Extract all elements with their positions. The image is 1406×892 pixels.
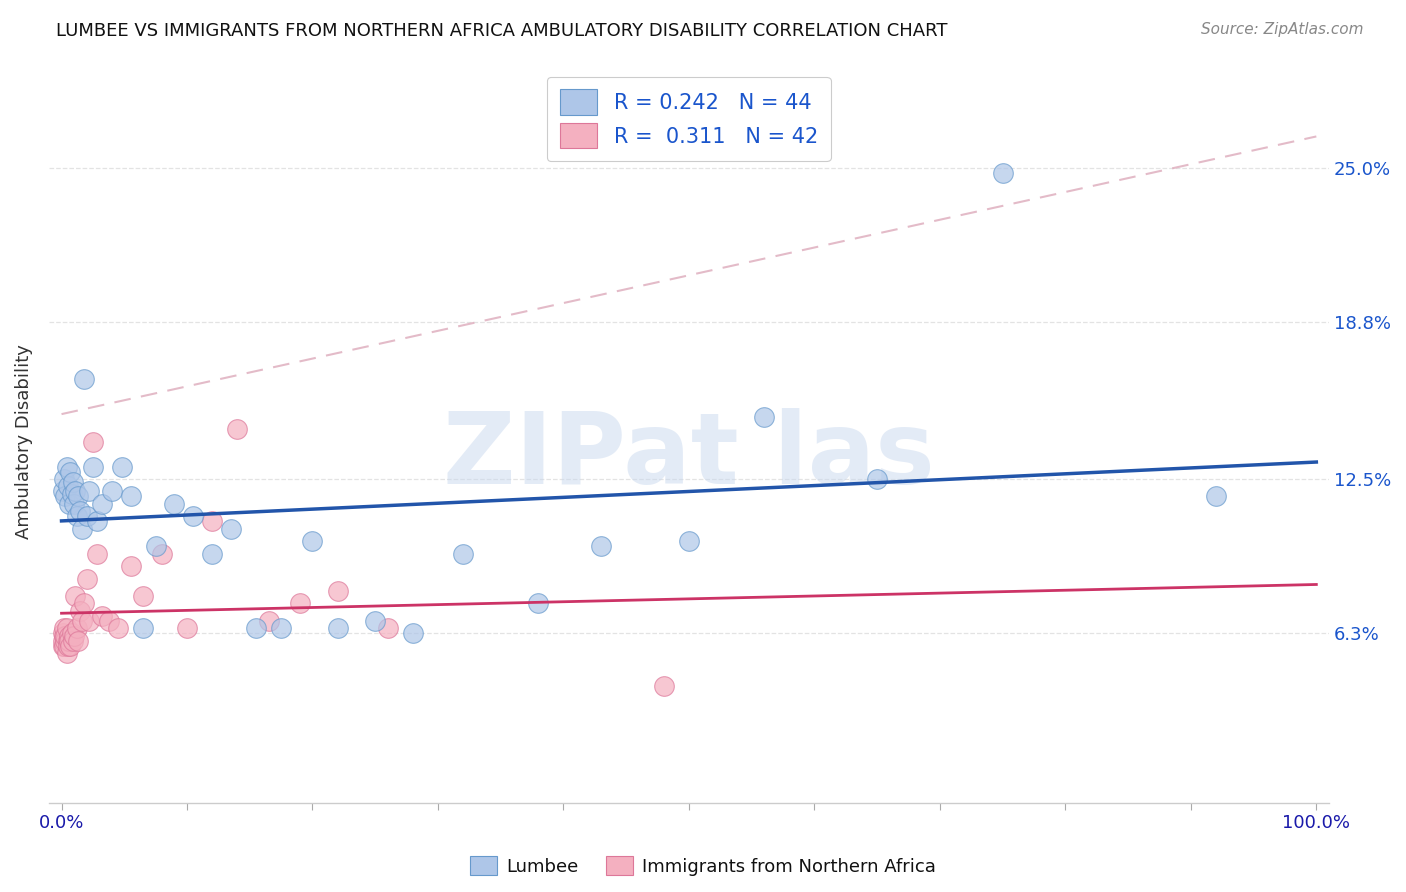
Point: [53, 629, 76, 643]
Point: [402, 626, 425, 640]
Point: [270, 621, 292, 635]
Point: [73, 372, 96, 386]
Point: [69, 604, 91, 618]
Point: [55, 459, 77, 474]
Point: [66, 633, 89, 648]
Point: [55, 621, 77, 635]
Point: [82, 434, 104, 449]
Point: [451, 547, 474, 561]
Point: [245, 621, 267, 635]
Point: [73, 597, 96, 611]
Point: [90, 608, 112, 623]
Point: [52, 626, 75, 640]
Point: [288, 597, 311, 611]
Point: [111, 459, 134, 474]
Point: [132, 589, 155, 603]
Point: [219, 522, 242, 536]
Point: [301, 534, 323, 549]
Text: ZIPat las: ZIPat las: [443, 408, 935, 505]
Point: [132, 621, 155, 635]
Point: [120, 559, 142, 574]
Point: [69, 504, 91, 518]
Point: [201, 547, 224, 561]
Point: [55, 646, 77, 660]
Point: [60, 487, 83, 501]
Point: [62, 633, 84, 648]
Point: [60, 626, 83, 640]
Point: [53, 639, 76, 653]
Point: [377, 621, 399, 635]
Point: [53, 629, 76, 643]
Legend: Lumbee, Immigrants from Northern Africa: Lumbee, Immigrants from Northern Africa: [463, 849, 943, 883]
Point: [58, 629, 80, 643]
Point: [65, 509, 87, 524]
Point: [56, 479, 79, 493]
Point: [52, 639, 75, 653]
Point: [53, 472, 76, 486]
Point: [90, 497, 112, 511]
Point: [150, 547, 173, 561]
Point: [63, 497, 86, 511]
Point: [120, 490, 142, 504]
Point: [226, 422, 249, 436]
Point: [176, 621, 198, 635]
Point: [56, 639, 79, 653]
Point: [52, 484, 75, 499]
Point: [53, 490, 76, 504]
Y-axis label: Ambulatory Disability: Ambulatory Disability: [15, 344, 32, 539]
Point: [59, 639, 82, 653]
Point: [754, 409, 776, 424]
Point: [107, 621, 129, 635]
Point: [63, 629, 86, 643]
Point: [163, 497, 186, 511]
Point: [82, 459, 104, 474]
Legend: R = 0.242   N = 44, R =  0.311   N = 42: R = 0.242 N = 44, R = 0.311 N = 42: [547, 77, 831, 161]
Point: [866, 472, 889, 486]
Point: [98, 614, 121, 628]
Point: [145, 539, 167, 553]
Point: [65, 484, 87, 499]
Text: Source: ZipAtlas.com: Source: ZipAtlas.com: [1201, 22, 1364, 37]
Point: [201, 514, 224, 528]
Point: [86, 514, 108, 528]
Text: LUMBEE VS IMMIGRANTS FROM NORTHERN AFRICA AMBULATORY DISABILITY CORRELATION CHAR: LUMBEE VS IMMIGRANTS FROM NORTHERN AFRIC…: [56, 22, 948, 40]
Point: [326, 621, 349, 635]
Point: [70, 614, 93, 628]
Point: [65, 621, 87, 635]
Point: [77, 484, 100, 499]
Point: [181, 509, 204, 524]
Point: [58, 633, 80, 648]
Point: [56, 633, 79, 648]
Point: [652, 679, 675, 693]
Point: [591, 539, 613, 553]
Point: [76, 572, 98, 586]
Point: [53, 621, 76, 635]
Point: [527, 597, 550, 611]
Point: [66, 490, 89, 504]
Point: [326, 584, 349, 599]
Point: [53, 633, 76, 648]
Point: [59, 465, 82, 479]
Point: [86, 547, 108, 561]
Point: [65, 589, 87, 603]
Point: [52, 633, 75, 648]
Point: [678, 534, 700, 549]
Point: [77, 614, 100, 628]
Point: [257, 614, 280, 628]
Point: [62, 475, 84, 489]
Point: [991, 166, 1014, 180]
Point: [70, 522, 93, 536]
Point: [364, 614, 387, 628]
Point: [76, 509, 98, 524]
Point: [1205, 490, 1227, 504]
Point: [100, 484, 122, 499]
Point: [58, 497, 80, 511]
